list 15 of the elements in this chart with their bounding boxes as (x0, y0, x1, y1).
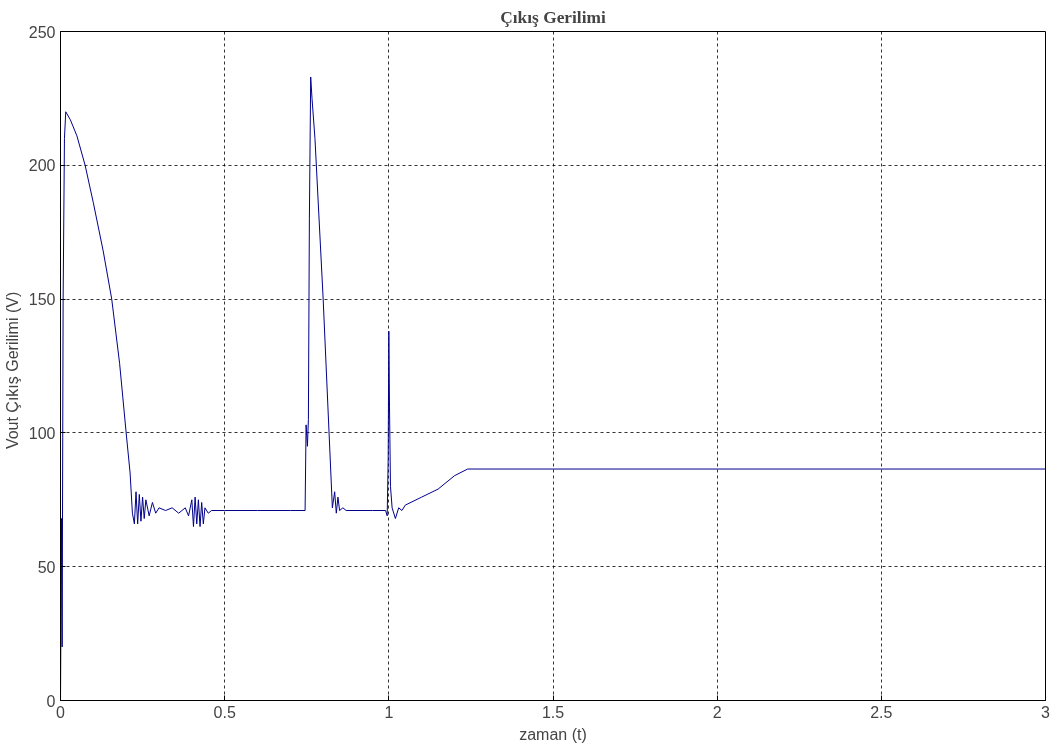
y-tick-label: 100 (28, 424, 56, 442)
x-axis-title: zaman (t) (519, 725, 587, 743)
x-tick-label: 0.5 (213, 703, 236, 721)
chart-title: Çıkış Gerilimi (500, 7, 606, 27)
x-tick-label: 1 (384, 703, 394, 721)
x-tick-label: 2 (712, 703, 722, 721)
y-axis-title: Vout Çıkış Gerilimi (V) (3, 291, 21, 450)
y-tick-label: 200 (28, 157, 56, 175)
y-tick-label: 0 (46, 692, 56, 710)
x-tick-label: 2.5 (870, 703, 893, 721)
x-tick-label: 3 (1041, 703, 1051, 721)
y-tick-label: 50 (37, 558, 56, 576)
y-tick-label: 250 (28, 23, 56, 41)
y-tick-label: 150 (28, 291, 56, 309)
x-tick-label: 1.5 (541, 703, 565, 721)
